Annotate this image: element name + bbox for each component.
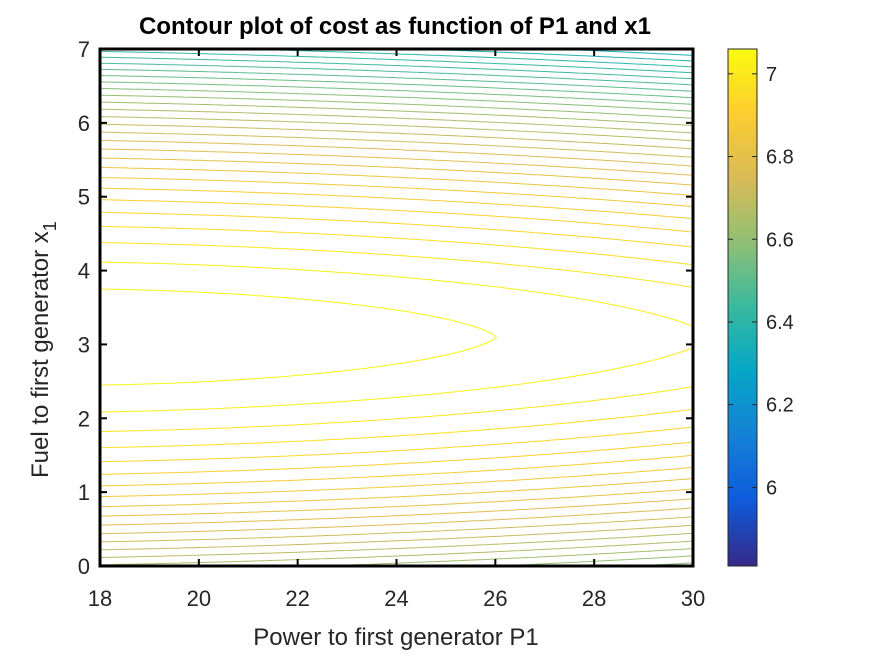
x-tick-label: 18 — [88, 586, 112, 611]
contour-line — [99, 62, 694, 86]
y-tick-label: 2 — [78, 406, 90, 431]
contour-line — [99, 123, 694, 551]
colorbar-tick-label: 6.2 — [766, 395, 794, 417]
x-tick-label: 22 — [285, 586, 309, 611]
contour-line — [99, 187, 694, 487]
contour-line — [99, 75, 694, 99]
colorbar-tick-label: 6.6 — [766, 229, 794, 251]
colorbar-tick-label: 7 — [766, 64, 777, 86]
colorbar-ticks: 6 6.2 6.4 6.6 6.8 7 — [728, 64, 794, 499]
x-tick-label: 26 — [483, 586, 507, 611]
colorbar — [727, 48, 758, 567]
colorbar-tick-label: 6.8 — [766, 147, 794, 169]
y-axis-ticks: 0 1 2 3 4 5 6 7 — [78, 37, 693, 579]
contour-line — [99, 148, 694, 526]
y-tick-label: 7 — [78, 37, 90, 62]
y-tick-label: 1 — [78, 480, 90, 505]
x-axis-ticks: 18 20 22 24 26 28 30 — [88, 49, 705, 611]
contour-line — [99, 225, 694, 449]
contour-line — [99, 81, 694, 105]
x-axis-label: Power to first generator P1 — [253, 624, 538, 651]
contour-line — [99, 56, 694, 80]
contour-line — [99, 288, 498, 386]
contour-line — [99, 116, 694, 558]
x-tick-label: 28 — [582, 586, 606, 611]
y-tick-label: 5 — [78, 185, 90, 210]
x-tick-label: 24 — [384, 586, 408, 611]
colorbar-tick-label: 6.4 — [766, 312, 794, 334]
contour-lines — [99, 48, 694, 567]
y-axis-label: Fuel to first generator x1 — [27, 221, 60, 478]
contour-line — [99, 177, 694, 498]
contour-line — [99, 50, 694, 74]
contour-line — [99, 157, 694, 517]
contour-line — [99, 166, 694, 508]
contour-line — [99, 261, 694, 413]
contour-line — [417, 48, 694, 62]
y-tick-label: 3 — [78, 332, 90, 357]
x-tick-label: 30 — [681, 586, 705, 611]
y-tick-label: 0 — [78, 554, 90, 579]
y-axis-label-subscript: 1 — [40, 221, 60, 231]
chart-title: Contour plot of cost as function of P1 a… — [139, 13, 651, 40]
contour-line — [99, 199, 694, 475]
colorbar-tick-label: 6 — [766, 477, 777, 499]
y-tick-label: 6 — [78, 111, 90, 136]
y-tick-label: 4 — [78, 259, 90, 284]
contour-line — [99, 131, 694, 543]
contour-line — [99, 68, 694, 92]
contour-line — [99, 139, 694, 535]
x-tick-label: 20 — [187, 586, 211, 611]
contour-line — [99, 211, 694, 463]
contour-line — [99, 242, 694, 433]
